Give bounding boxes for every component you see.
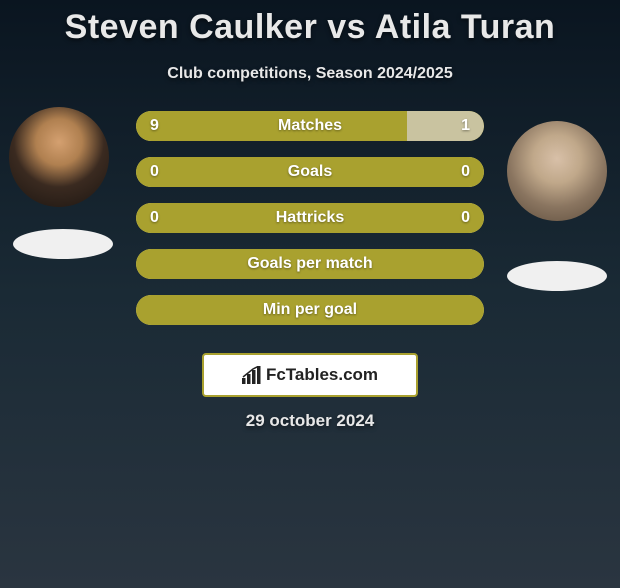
stat-row: 00Goals — [136, 157, 484, 187]
stat-row: Goals per match — [136, 249, 484, 279]
player-right-avatar — [507, 121, 607, 221]
stats-column: 91Matches 00Goals 00Hattricks Goals per mat… — [118, 111, 502, 341]
stat-label: Hattricks — [136, 209, 484, 227]
player-left-flag — [13, 229, 113, 259]
stat-row: 91Matches — [136, 111, 484, 141]
stat-row: Min per goal — [136, 295, 484, 325]
player-left-col — [8, 111, 118, 259]
stat-label: Matches — [136, 117, 484, 135]
subtitle: Club competitions, Season 2024/2025 — [0, 65, 620, 83]
stat-label: Goals — [136, 163, 484, 181]
player-left-avatar — [9, 107, 109, 207]
date-text: 29 october 2024 — [0, 411, 620, 431]
stat-label: Min per goal — [136, 301, 484, 319]
chart-icon — [242, 366, 262, 384]
attribution-badge: FcTables.com — [202, 353, 418, 397]
stat-row: 00Hattricks — [136, 203, 484, 233]
stat-label: Goals per match — [136, 255, 484, 273]
player-right-flag — [507, 261, 607, 291]
attribution-text: FcTables.com — [266, 365, 378, 385]
page-title: Steven Caulker vs Atila Turan — [0, 8, 620, 47]
comparison-row: 91Matches 00Goals 00Hattricks Goals per mat… — [0, 111, 620, 341]
player-right-col — [502, 111, 612, 291]
